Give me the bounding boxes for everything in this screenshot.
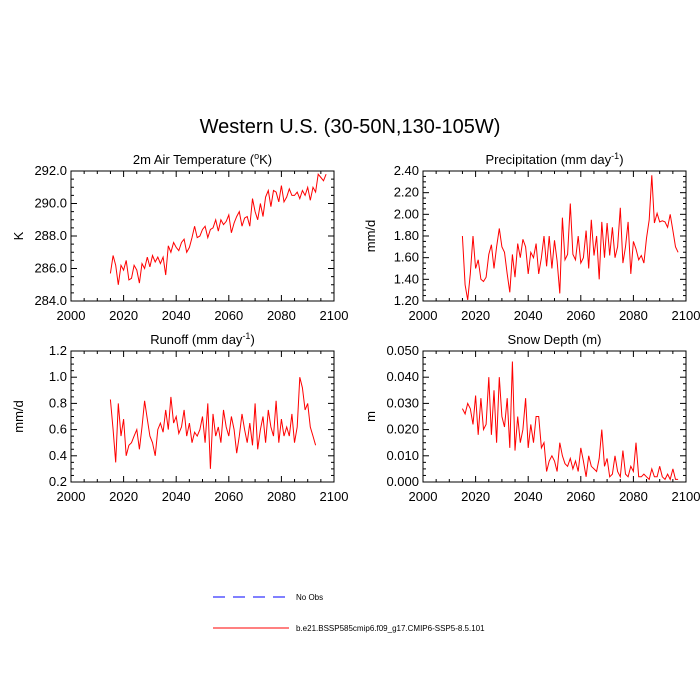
x-tick-label: 2020 xyxy=(461,308,490,323)
y-axis-label: mm/d xyxy=(363,220,378,253)
x-tick-label: 2000 xyxy=(57,308,86,323)
y-tick-label: 288.0 xyxy=(34,228,67,243)
x-tick-label: 2060 xyxy=(566,489,595,504)
x-tick-label: 2100 xyxy=(672,308,700,323)
x-tick-label: 2040 xyxy=(514,308,543,323)
y-tick-label: 1.40 xyxy=(394,271,419,286)
y-tick-label: 2.40 xyxy=(394,163,419,178)
x-tick-label: 2100 xyxy=(672,489,700,504)
y-tick-label: 0.050 xyxy=(386,343,419,358)
y-axis-label: mm/d xyxy=(11,400,26,433)
legend: No Obs b.e21.BSSP585cmip6.f09_g17.CMIP6-S… xyxy=(213,593,485,633)
x-tick-label: 2060 xyxy=(566,308,595,323)
x-tick-label: 2040 xyxy=(514,489,543,504)
y-tick-label: 290.0 xyxy=(34,196,67,211)
series-line xyxy=(461,361,679,481)
x-tick-label: 2000 xyxy=(409,489,438,504)
x-tick-label: 2080 xyxy=(619,489,648,504)
x-tick-label: 2060 xyxy=(214,308,243,323)
panel-title: Precipitation (mm day-1) xyxy=(485,151,623,167)
x-tick-label: 2020 xyxy=(109,489,138,504)
panel-4: Snow Depth (m) m 2000 2020 2040 2060 2080 2100 0… xyxy=(363,332,700,504)
y-tick-label: 286.0 xyxy=(34,261,67,276)
y-tick-label: 1.80 xyxy=(394,228,419,243)
x-tick-label: 2000 xyxy=(57,489,86,504)
x-tick-label: 2020 xyxy=(461,489,490,504)
y-tick-label: 0.4 xyxy=(49,448,67,463)
series-line xyxy=(109,377,317,469)
panel-3: Runoff (mm day-1) mm/d 2000 2020 2040 2060 208… xyxy=(11,331,348,504)
y-tick-label: 0.020 xyxy=(386,422,419,437)
x-tick-label: 2040 xyxy=(162,308,191,323)
x-tick-label: 2100 xyxy=(320,489,349,504)
x-tick-label: 2060 xyxy=(214,489,243,504)
y-tick-label: 0.040 xyxy=(386,369,419,384)
x-tick-label: 2100 xyxy=(320,308,349,323)
y-tick-label: 0.6 xyxy=(49,422,67,437)
y-tick-label: 292.0 xyxy=(34,163,67,178)
y-tick-label: 2.20 xyxy=(394,185,419,200)
y-tick-label: 0.010 xyxy=(386,448,419,463)
y-tick-label: 1.2 xyxy=(49,343,67,358)
x-tick-label: 2080 xyxy=(267,308,296,323)
y-axis-label: m xyxy=(363,411,378,422)
y-tick-label: 0.030 xyxy=(386,395,419,410)
panel-title: Runoff (mm day-1) xyxy=(150,331,255,347)
x-tick-label: 2020 xyxy=(109,308,138,323)
panel-title: 2m Air Temperature (oK) xyxy=(133,151,272,167)
y-tick-label: 1.60 xyxy=(394,250,419,265)
legend-label: b.e21.BSSP585cmip6.f09_g17.CMIP6-SSP5-8.… xyxy=(296,624,485,633)
panel-title: Snow Depth (m) xyxy=(508,332,602,347)
y-tick-label: 284.0 xyxy=(34,293,67,308)
y-tick-label: 0.8 xyxy=(49,395,67,410)
x-tick-label: 2080 xyxy=(619,308,648,323)
y-axis-label: K xyxy=(11,231,26,240)
plot-frame xyxy=(70,170,335,302)
x-tick-label: 2000 xyxy=(409,308,438,323)
y-tick-label: 1.0 xyxy=(49,369,67,384)
x-tick-label: 2040 xyxy=(162,489,191,504)
series-line xyxy=(461,175,679,300)
legend-label: No Obs xyxy=(296,593,323,602)
y-tick-label: 2.00 xyxy=(394,206,419,221)
y-tick-label: 0.2 xyxy=(49,474,67,489)
x-tick-label: 2080 xyxy=(267,489,296,504)
y-tick-label: 0.000 xyxy=(386,474,419,489)
chart-title: Western U.S. (30-50N,130-105W) xyxy=(199,116,501,138)
panel-1: 2m Air Temperature (oK) K 2000 2020 2040 2060… xyxy=(11,151,348,323)
panel-2: Precipitation (mm day-1) mm/d 2000 2020 2040… xyxy=(363,151,700,323)
series-line xyxy=(109,173,327,285)
y-tick-label: 1.20 xyxy=(394,293,419,308)
